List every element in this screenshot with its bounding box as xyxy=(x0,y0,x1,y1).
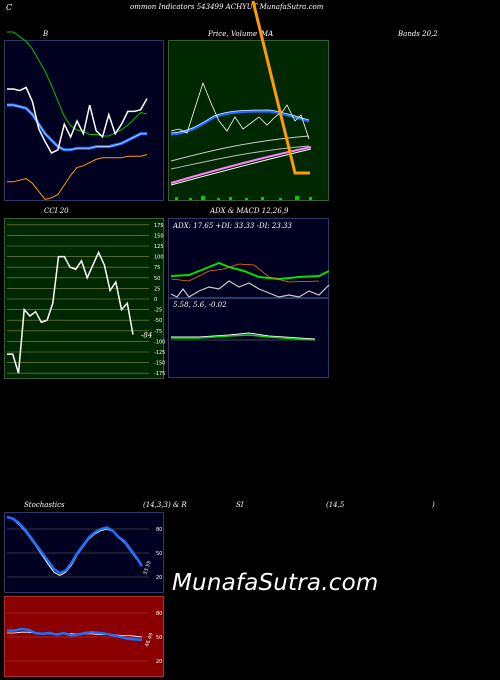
bands-right-label: Bands 20,2 xyxy=(398,30,438,38)
adx-minus-di xyxy=(170,263,320,283)
rsi-panel: 80 50 20 46.49 xyxy=(4,596,164,677)
cci-panel: 175 150 125 100 75 50 25 0 -25 -50 -75 -100 -125 -150… xyxy=(4,218,165,379)
macd-panel: 5.58, 5.6, -0.02 xyxy=(168,298,329,378)
cci-tick-label: 25 xyxy=(154,286,160,292)
stoch-params: (14,3,3) & R xyxy=(143,501,187,509)
rsi-current-value: 46.49 xyxy=(144,632,155,648)
cci-tick-label: -125 xyxy=(154,350,165,356)
adx-plus-di xyxy=(170,261,330,281)
header-c: C xyxy=(6,3,13,12)
cci-tick-label: -25 xyxy=(154,308,162,314)
page-title: ommon Indicators 543499 ACHYUT MunafaSut… xyxy=(130,3,324,11)
orange-line xyxy=(251,0,310,175)
cci-current-value: -84 xyxy=(141,332,152,340)
rsi-tick-label: 80 xyxy=(156,611,162,617)
cci-label: CCI 20 xyxy=(44,207,69,215)
cci-tick-label: 150 xyxy=(154,233,164,239)
cci-tick-label: 125 xyxy=(154,244,164,250)
macd-signal xyxy=(171,334,316,341)
stoch-tick-label: 20 xyxy=(156,575,162,581)
ma-line-pink xyxy=(170,146,312,184)
ma-label: MA xyxy=(261,30,274,38)
macd-line xyxy=(171,332,316,340)
adx-chart xyxy=(170,261,330,298)
rsi-tick-label: 50 xyxy=(156,635,162,641)
bollinger-lower-band xyxy=(7,154,148,200)
stoch-k-line xyxy=(6,515,144,575)
volume-bars xyxy=(175,196,312,200)
cci-tick-label: 75 xyxy=(154,265,160,271)
cci-line xyxy=(7,250,134,374)
adx-values: ADX: 17.65 +DI: 33.33 -DI: 23.33 xyxy=(173,222,292,230)
price-line xyxy=(170,81,310,140)
ma-blue-line xyxy=(170,109,310,136)
watermark: MunafaSutra.com xyxy=(172,570,379,596)
ma-line-white xyxy=(170,148,312,186)
ma-blue-core xyxy=(170,109,310,134)
bollinger-price-line xyxy=(7,86,148,154)
macd-chart xyxy=(171,332,316,341)
stoch-d-line xyxy=(6,516,143,576)
ma-line-mid xyxy=(170,135,310,162)
stochastics-label: Stochastics xyxy=(24,501,65,509)
stoch-current-value: 33.55 xyxy=(142,560,153,576)
cci-tick-label: -75 xyxy=(154,329,162,335)
macd-values: 5.58, 5.6, -0.02 xyxy=(173,301,227,309)
bollinger-chart xyxy=(7,31,148,200)
rsi-line xyxy=(7,627,143,642)
cci-tick-label: 175 xyxy=(154,223,164,229)
cci-tick-label: -175 xyxy=(154,371,165,377)
bollinger-upper-band xyxy=(7,31,148,137)
bands-left-label: B xyxy=(43,30,49,38)
cci-chart: 175 150 125 100 75 50 25 0 -25 -50 -75 -100 -125 -150… xyxy=(7,223,165,377)
bollinger-panel xyxy=(4,31,164,201)
cci-tick-label: -150 xyxy=(154,361,165,367)
price-ma-chart xyxy=(170,0,312,200)
bollinger-middle-core xyxy=(7,104,147,151)
rsi-params: (14,5 xyxy=(326,501,345,509)
cci-tick-label: -100 xyxy=(154,339,165,345)
rsi-label: SI xyxy=(236,501,244,509)
cci-tick-label: -50 xyxy=(154,318,162,324)
cci-tick-label: 100 xyxy=(154,255,164,261)
volume-label: Volume xyxy=(231,30,258,38)
rsi-chart: 80 50 20 46.49 xyxy=(7,611,162,665)
rsi-tick-label: 20 xyxy=(156,659,162,665)
adx-panel: ADX: 17.65 +DI: 33.33 -DI: 23.33 xyxy=(168,218,330,298)
rsi-close: ) xyxy=(432,501,435,509)
cci-tick-label: 50 xyxy=(154,276,160,282)
stochastics-panel: 80 50 20 33.55 xyxy=(4,512,164,593)
stoch-tick-label: 50 xyxy=(156,551,162,557)
stoch-tick-label: 80 xyxy=(156,527,162,533)
adx-macd-label: ADX & MACD 12,26,9 xyxy=(210,207,289,215)
adx-line xyxy=(170,280,330,298)
cci-tick-label: 0 xyxy=(154,297,157,303)
bollinger-middle-band xyxy=(7,103,147,152)
price-label: Price, xyxy=(208,30,229,38)
price-ma-panel xyxy=(168,0,329,201)
